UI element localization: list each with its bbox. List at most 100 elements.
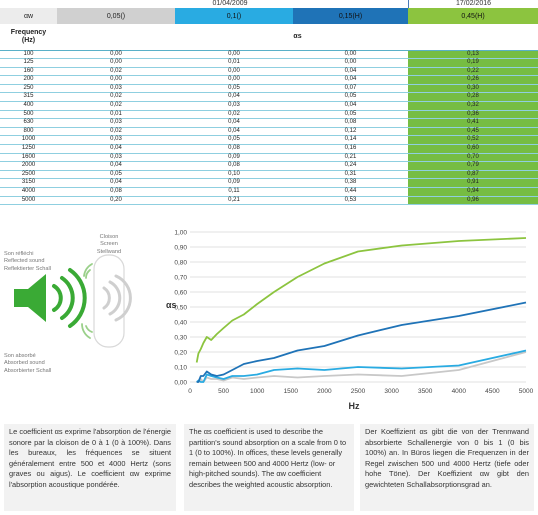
chart-grid [190,231,526,383]
frequency-cell: 2500 [0,170,57,180]
alpha-cell: 0,36 [408,110,538,120]
aw-row: αw 0,05() 0,1() 0,15(H) 0,45(H) [0,8,538,24]
alpha-cell: 0,04 [57,178,175,188]
sound-wave-icon [52,268,87,328]
series-line-1 [196,349,527,383]
alpha-cell: 0,79 [408,161,538,171]
x-axis-label: Hz [349,401,360,411]
alpha-cell: 0,02 [57,127,175,137]
alpha-cell: 0,22 [408,67,538,77]
partition-screen-icon [81,254,132,348]
diagram-svg [14,254,132,348]
y-tick-label: 0,10 [174,365,187,372]
alpha-s-header: αs [57,24,538,51]
aw-value-light-blue: 0,1() [175,8,293,24]
alpha-cell: 0,31 [293,170,408,180]
frequency-cell: 100 [0,50,57,60]
alpha-cell: 0,13 [408,50,538,60]
alpha-cell: 0,04 [293,67,408,77]
alpha-cell: 0,02 [57,92,175,103]
frequency-cell: 1000 [0,135,57,146]
alpha-cell: 0,00 [175,67,293,77]
alpha-cell: 0,94 [408,187,538,197]
alpha-cell: 0,19 [408,58,538,68]
frequency-cell: 4000 [0,187,57,197]
frequency-cell: 2000 [0,161,57,171]
alpha-cell: 0,01 [57,110,175,120]
alpha-cell: 0,02 [57,67,175,77]
chart-series [195,237,527,383]
y-tick-label: 0,80 [174,260,187,267]
alpha-cell: 0,07 [293,84,408,94]
alpha-cell: 0,04 [57,144,175,154]
series-line-3 [195,237,527,363]
x-tick-label: 4000 [452,388,467,395]
table-row: 800 0,02 0,04 0,12 0,45 [0,127,538,137]
alpha-cell: 0,11 [175,187,293,197]
description-german: Der Koeffizient αs gibt die von der Tren… [360,424,534,511]
alpha-cell: 0,52 [408,135,538,146]
date-left: 01/04/2009 [212,0,248,7]
alpha-cell: 0,21 [175,196,293,206]
alpha-cell: 0,04 [175,118,293,128]
x-tick-label: 2500 [351,388,366,395]
alpha-cell: 0,91 [408,178,538,188]
alpha-cell: 0,04 [293,75,408,85]
alpha-cell: 0,03 [57,84,175,94]
alpha-cell: 0,24 [293,161,408,171]
alpha-cell: 0,08 [57,187,175,197]
x-tick-label: 3500 [418,388,433,395]
alpha-cell: 0,44 [293,187,408,197]
alpha-cell: 0,20 [57,196,175,206]
frequency-cell: 630 [0,118,57,128]
column-header-row: Frequency (Hz) αs [0,24,538,51]
alpha-cell: 0,05 [57,170,175,180]
absorption-chart: 0,00 0,10 0,20 0,30 0,40 0,50 0,60 0,70 0,80 0,90… [166,230,534,412]
table-row: 3150 0,04 0,09 0,38 0,91 [0,178,538,188]
absorbed-label: Son absorbé Absorbed sound Absorbierter Sc… [4,353,52,374]
table-row: 400 0,02 0,03 0,04 0,32 [0,101,538,111]
speaker-icon [14,274,46,322]
aw-value-grey: 0,05() [57,8,175,24]
x-tick-label: 0 [188,388,192,395]
alpha-cell: 0,04 [175,127,293,137]
alpha-cell: 0,00 [57,75,175,85]
y-tick-label: 0,50 [174,305,187,312]
alpha-cell: 0,04 [293,101,408,111]
alpha-cell: 0,03 [57,135,175,146]
alpha-cell: 0,02 [175,110,293,120]
y-tick-labels: 0,00 0,10 0,20 0,30 0,40 0,50 0,60 0,70 0,80 0,90… [174,230,187,387]
table-row: 160 0,02 0,00 0,04 0,22 [0,67,538,77]
table-row: 1250 0,04 0,08 0,16 0,60 [0,144,538,154]
table-row: 200 0,00 0,00 0,04 0,26 [0,75,538,85]
frequency-cell: 200 [0,75,57,85]
alpha-cell: 0,00 [293,58,408,68]
alpha-cell: 0,05 [175,135,293,146]
description-english: The αs coefficient is used to describe t… [184,424,354,511]
y-tick-label: 0,40 [174,320,187,327]
alpha-cell: 0,08 [175,161,293,171]
alpha-cell: 0,08 [175,144,293,154]
alpha-cell: 0,12 [293,127,408,137]
y-tick-label: 1,00 [174,230,187,237]
x-tick-label: 3000 [384,388,399,395]
table-row: 250 0,03 0,05 0,07 0,30 [0,84,538,94]
table-row: 4000 0,08 0,11 0,44 0,94 [0,187,538,197]
alpha-cell: 0,04 [57,161,175,171]
x-tick-label: 500 [218,388,229,395]
table-row: 2000 0,04 0,08 0,24 0,79 [0,161,538,171]
reflected-label: Son réfléchi Reflected sound Reflektierter… [4,251,51,272]
aw-label: αw [0,8,57,24]
cloison-label: Cloison Screen Stellwand [96,234,122,255]
alpha-cell: 0,03 [57,153,175,163]
y-tick-label: 0,60 [174,290,187,297]
alpha-cell: 0,10 [175,170,293,180]
alpha-cell: 0,09 [175,153,293,163]
alpha-cell: 0,03 [175,101,293,111]
alpha-cell: 0,00 [175,50,293,60]
alpha-cell: 0,21 [293,153,408,163]
alpha-cell: 0,87 [408,170,538,180]
alpha-cell: 0,53 [293,196,408,206]
frequency-cell: 3150 [0,178,57,188]
frequency-cell: 400 [0,101,57,111]
